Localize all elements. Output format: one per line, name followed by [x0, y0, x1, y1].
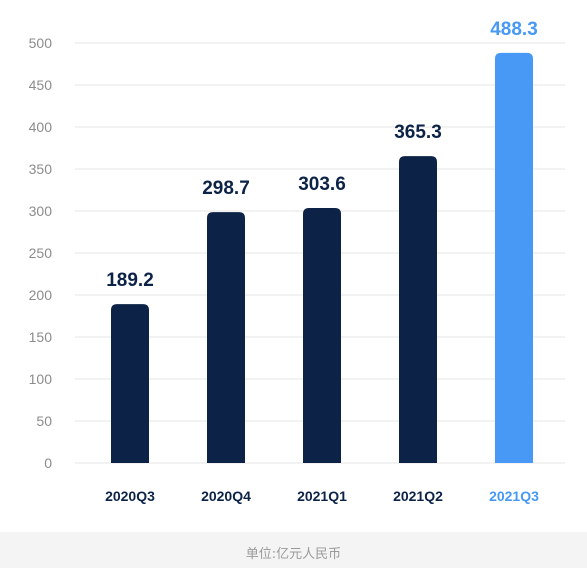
- y-tick-label: 50: [36, 413, 52, 429]
- unit-note: 单位:亿元人民币: [245, 547, 342, 562]
- x-tick-label-2021Q1: 2021Q1: [297, 488, 347, 504]
- footer-bar: [0, 532, 587, 568]
- bar-2021Q1: [303, 207, 341, 463]
- bar-2021Q2: [399, 156, 437, 463]
- y-tick-label: 150: [29, 329, 53, 345]
- y-tick-label: 450: [29, 77, 53, 93]
- y-tick-label: 100: [29, 371, 53, 387]
- x-tick-label-2021Q2: 2021Q2: [393, 488, 443, 504]
- y-axis-ticks: 0 50 100 150 200 250 300 350 400 450 500: [29, 35, 53, 471]
- x-tick-label-2020Q4: 2020Q4: [201, 488, 251, 504]
- bar-2020Q4: [207, 212, 245, 463]
- y-tick-label: 200: [29, 287, 53, 303]
- bar-chart: 0 50 100 150 200 250 300 350 400 450 500 189.2 298.…: [29, 19, 565, 504]
- x-tick-label-2020Q3: 2020Q3: [105, 488, 155, 504]
- y-tick-label: 250: [29, 245, 53, 261]
- y-tick-label: 300: [29, 203, 53, 219]
- x-axis-ticks: 2020Q3 2020Q4 2021Q1 2021Q2 2021Q3: [105, 488, 539, 504]
- bars: [111, 52, 533, 463]
- y-tick-label: 350: [29, 161, 53, 177]
- y-tick-label: 400: [29, 119, 53, 135]
- data-label-2021Q1: 303.6: [298, 174, 346, 195]
- data-labels: 189.2 298.7 303.6 365.3 488.3: [106, 19, 538, 291]
- data-label-2021Q3: 488.3: [490, 19, 538, 40]
- data-label-2020Q4: 298.7: [202, 178, 250, 199]
- bar-2021Q3: [495, 52, 533, 463]
- y-tick-label: 500: [29, 35, 53, 51]
- data-label-2021Q2: 365.3: [394, 122, 442, 143]
- x-tick-label-2021Q3: 2021Q3: [489, 488, 539, 504]
- bar-2020Q3: [111, 304, 149, 463]
- data-label-2020Q3: 189.2: [106, 270, 154, 291]
- y-tick-label: 0: [44, 455, 52, 471]
